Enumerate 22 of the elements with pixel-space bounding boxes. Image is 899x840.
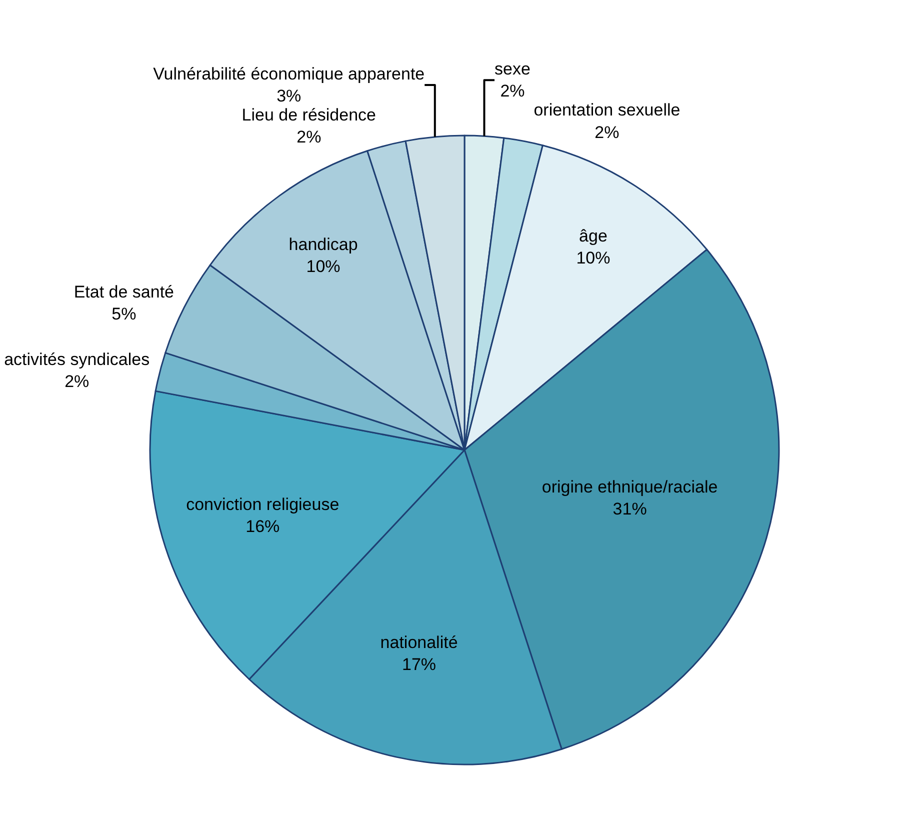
data-label: 2% <box>64 372 90 392</box>
slice-label: nationalité <box>380 632 458 652</box>
slice-label: sexe <box>494 60 530 79</box>
slice-label: orientation sexuelle <box>534 100 680 120</box>
data-label: 17% <box>402 654 436 674</box>
data-label: 16% <box>246 517 280 536</box>
data-label: 2% <box>296 128 322 147</box>
slice-label: activités syndicales <box>4 350 150 369</box>
data-label: 2% <box>594 122 620 142</box>
slice-label: origine ethnique/raciale <box>542 477 718 496</box>
slice-label: Etat de santé <box>74 282 174 302</box>
data-label: 10% <box>576 248 610 268</box>
data-label: 10% <box>306 257 340 276</box>
slice-label: âge <box>579 226 608 246</box>
slice-label: Lieu de résidence <box>242 106 376 125</box>
data-label: 2% <box>500 82 525 101</box>
slice-label: conviction religieuse <box>186 495 340 514</box>
slice-label: handicap <box>288 235 358 254</box>
data-label: 31% <box>612 500 647 519</box>
slice-label: Vulnérabilité économique apparente <box>153 64 425 84</box>
data-label: 3% <box>276 86 302 106</box>
data-label: 5% <box>112 304 136 324</box>
